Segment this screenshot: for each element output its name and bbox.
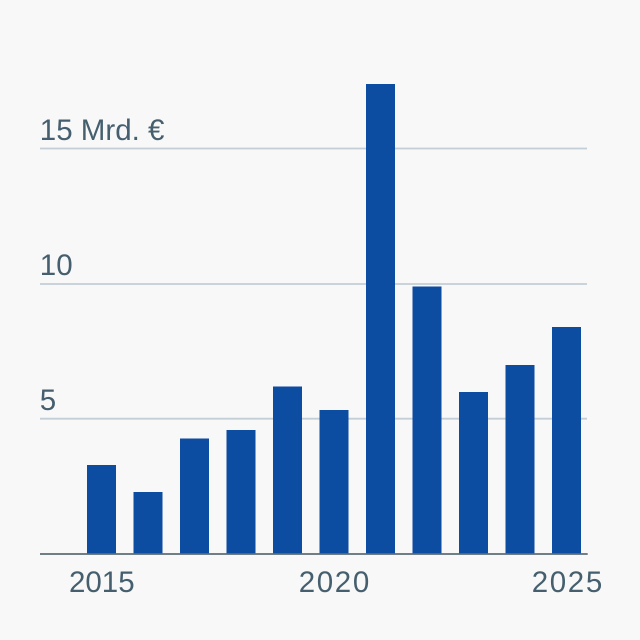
svg-text:15 Mrd. €: 15 Mrd. € [40,114,165,147]
svg-text:2015: 2015 [69,566,135,599]
svg-text:10: 10 [40,249,73,282]
svg-text:2020: 2020 [299,566,370,599]
svg-text:5: 5 [40,384,56,417]
svg-text:2025: 2025 [532,566,603,599]
